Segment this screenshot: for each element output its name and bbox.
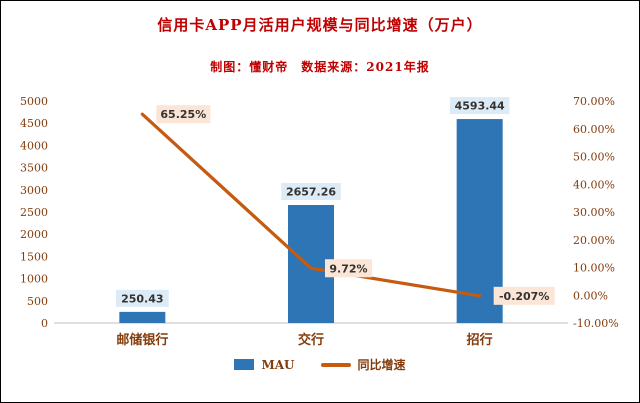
right-axis-tick-label: 70.00%: [573, 95, 615, 108]
left-axis-tick-label: 500: [27, 295, 48, 308]
right-axis-tick-label: 50.00%: [573, 151, 615, 164]
mau-value-label-bg: [281, 183, 341, 201]
left-axis-tick-label: 5000: [20, 95, 48, 108]
left-axis-tick-label: 2500: [20, 206, 48, 219]
right-axis-tick-label: -10.00%: [573, 317, 619, 330]
left-axis-tick-label: 2000: [20, 228, 48, 241]
mau-value-label-bg: [449, 97, 510, 115]
growth-line-swatch-icon: [320, 362, 351, 367]
left-axis-tick-label: 1500: [20, 250, 48, 263]
chart-title: 信用卡APP月活用户规模与同比增速（万户）: [157, 16, 483, 34]
growth-value-label: 65.25%: [160, 108, 206, 121]
mau-swatch-icon: [234, 359, 255, 370]
category-label: 邮储银行: [116, 332, 168, 348]
mau-bar: [119, 311, 166, 323]
right-axis-tick-label: 30.00%: [573, 206, 615, 219]
left-axis-tick-label: 4000: [20, 139, 48, 152]
growth-value-label: -0.207%: [499, 290, 549, 303]
right-axis-tick-label: 40.00%: [573, 178, 615, 191]
legend-item-growth: 同比增速: [320, 356, 406, 373]
left-axis-tick-label: 4500: [20, 117, 48, 130]
category-label: 交行: [298, 332, 324, 348]
left-axis-tick-label: 3000: [20, 184, 48, 197]
growth-line: [140, 112, 482, 298]
right-axis-tick-label: 10.00%: [573, 262, 615, 275]
left-axis-tick-label: 3500: [20, 162, 48, 175]
mau-value-label: 2657.26: [286, 186, 336, 199]
legend-label: MAU: [261, 357, 295, 372]
growth-value-label: 9.72%: [329, 262, 367, 275]
mau-value-label: 250.43: [121, 292, 163, 305]
right-axis-tick-label: 0.00%: [573, 289, 608, 302]
category-label: 招行: [467, 332, 493, 348]
left-axis-tick-label: 0: [41, 317, 48, 330]
legend-item-mau: MAU: [234, 357, 295, 372]
left-axis-tick-label: 1000: [20, 273, 48, 286]
mau-value-label: 4593.44: [455, 100, 505, 113]
chart-subtitle: 制图：懂财帝 数据来源：2021年报: [210, 60, 430, 74]
legend-label: 同比增速: [357, 358, 406, 372]
growth-value-label-bg: [156, 105, 211, 124]
right-axis-tick-label: 60.00%: [573, 123, 615, 136]
growth-value-label-bg: [493, 286, 555, 305]
chart-legend: MAU 同比增速: [1, 356, 639, 373]
mau-value-label-bg: [115, 289, 169, 307]
growth-value-label-bg: [325, 259, 372, 278]
right-axis-tick-label: 20.00%: [573, 234, 615, 247]
